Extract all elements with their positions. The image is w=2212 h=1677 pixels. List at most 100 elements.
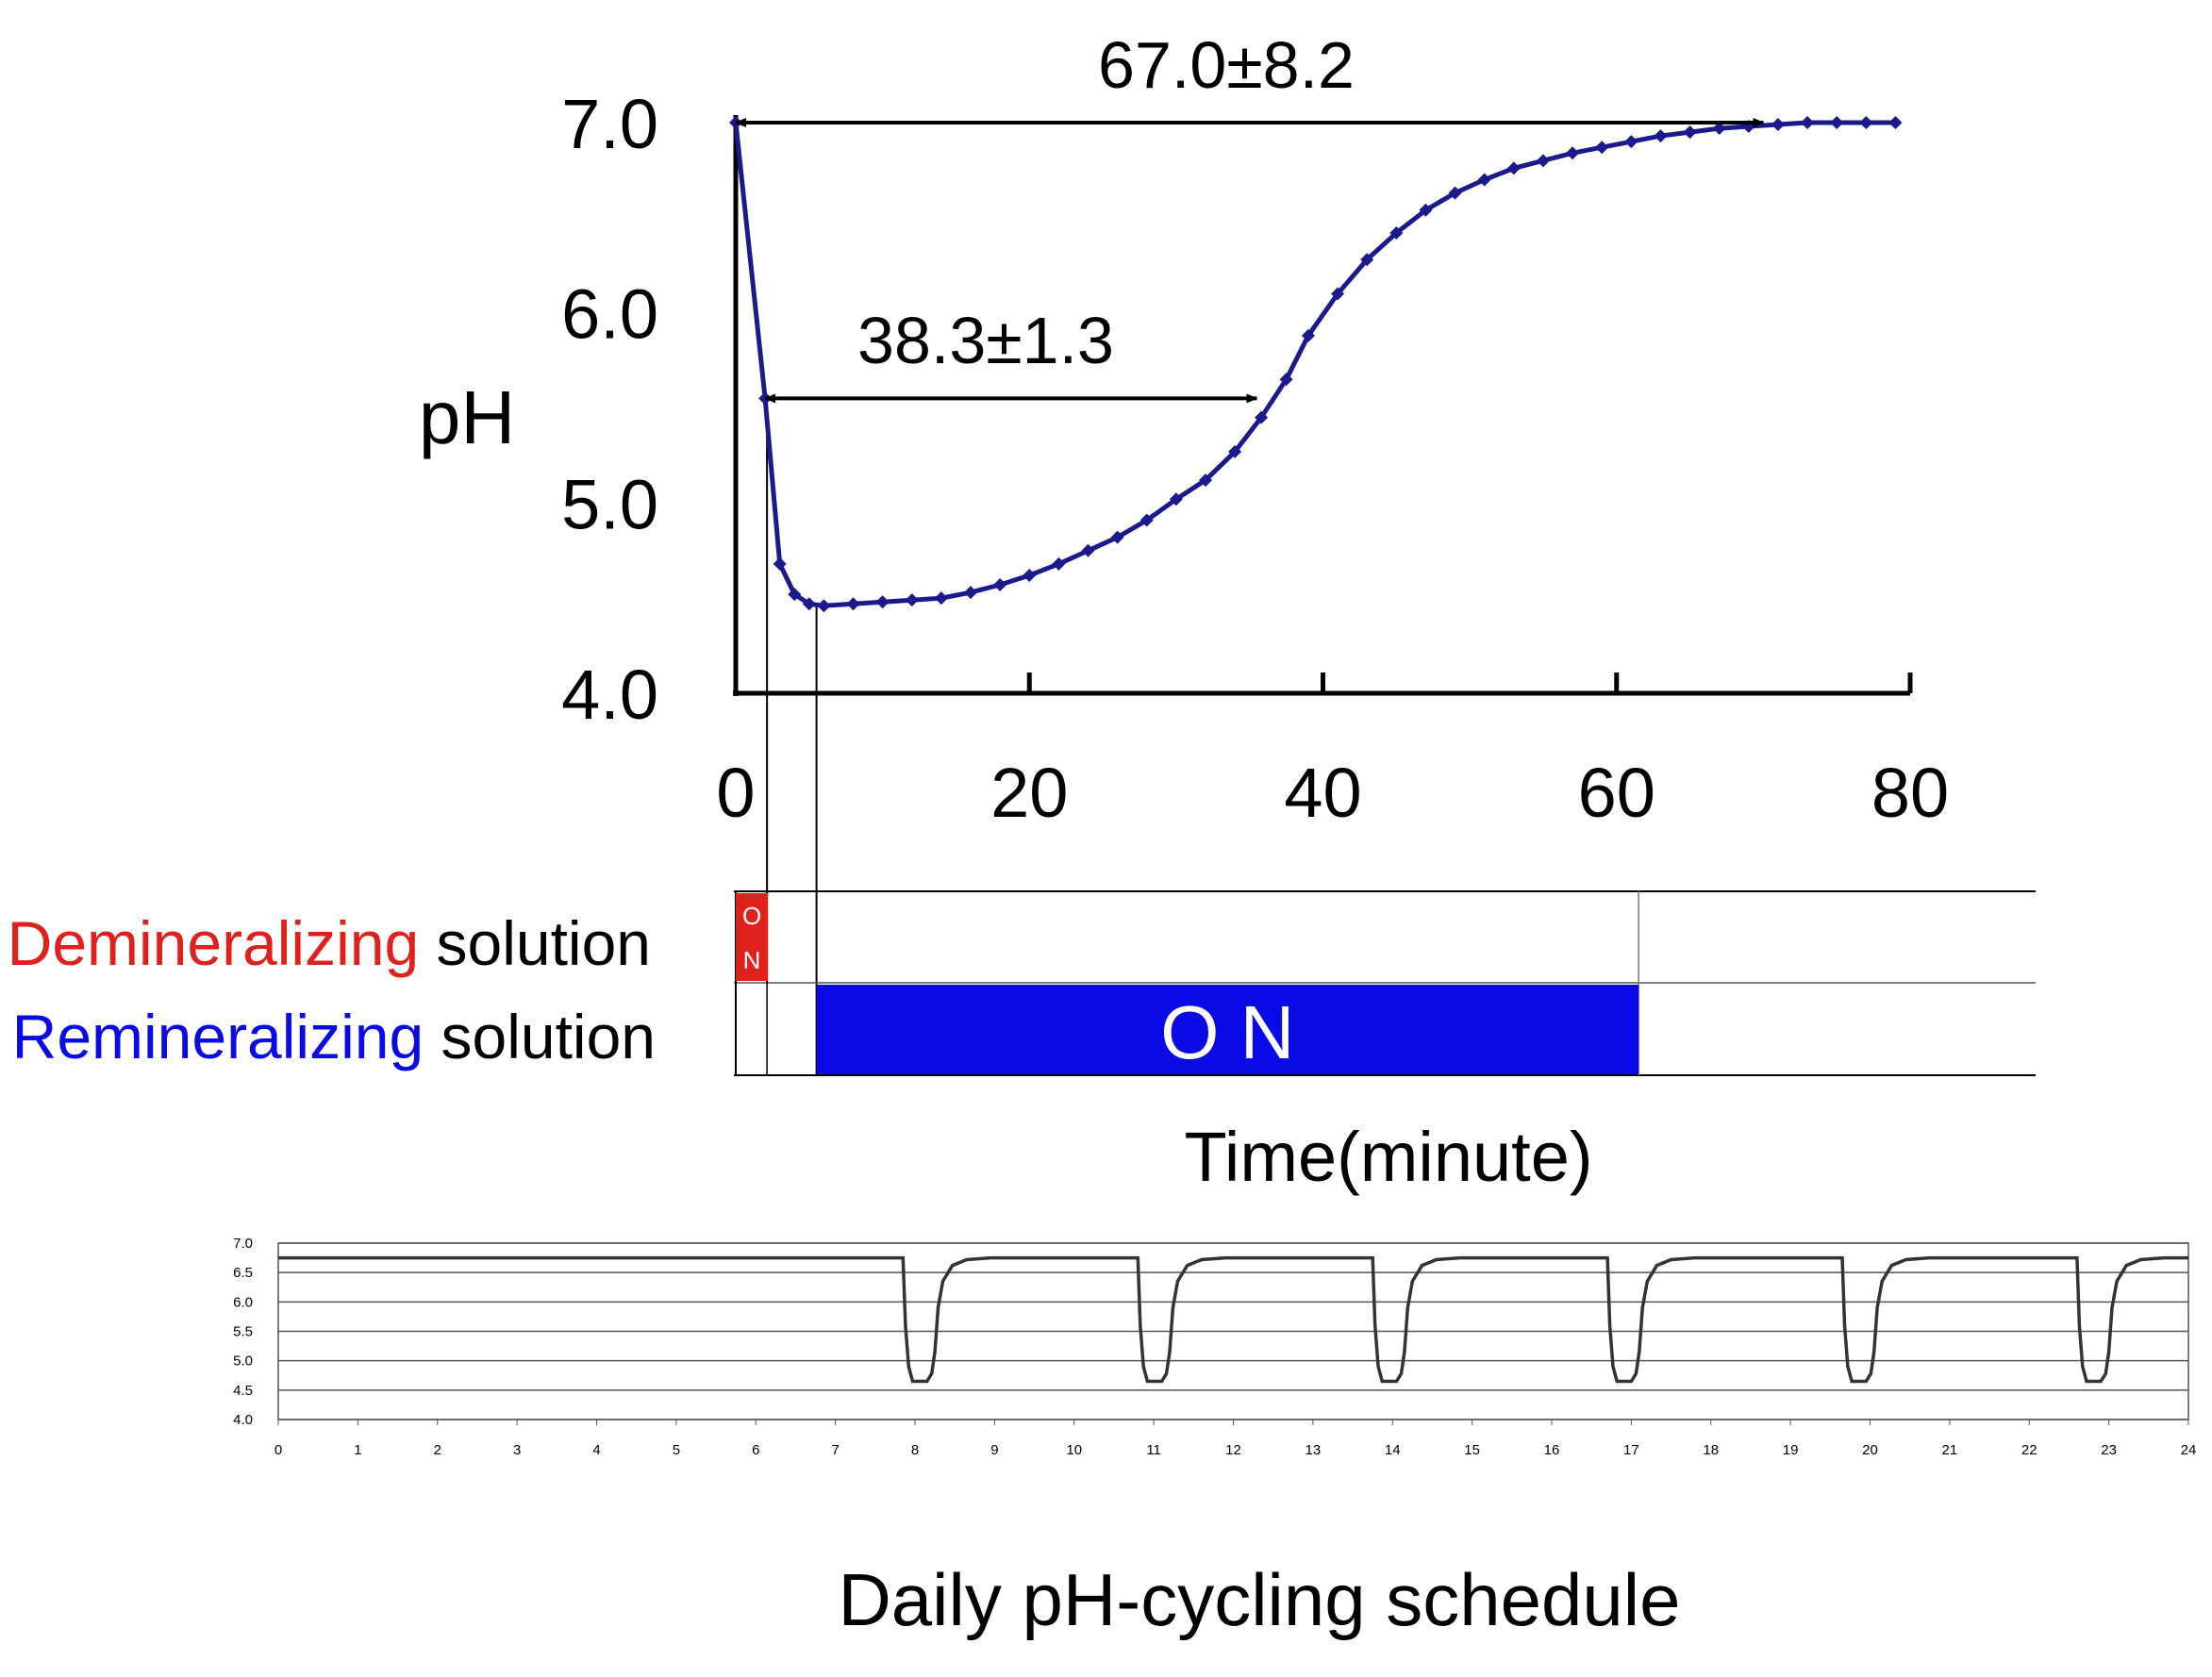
daily-x-tick-label: 0 — [274, 1442, 282, 1458]
data-point — [1624, 135, 1638, 149]
daily-x-tick-label: 23 — [2101, 1442, 2117, 1458]
y-axis-label: pH — [419, 375, 515, 459]
solution-word: solution — [424, 1002, 656, 1071]
data-point — [1052, 556, 1066, 571]
daily-x-tick-marks — [277, 1420, 2189, 1425]
daily-y-tick-label: 4.0 — [233, 1412, 253, 1428]
solution-schedule: Demineralizing solution Remineralizing s… — [8, 890, 2036, 1196]
x-tick-marks — [1026, 672, 1913, 693]
duration-arrow-67: 67.0±8.2 — [735, 28, 1765, 127]
daily-x-tick-label: 11 — [1146, 1442, 1161, 1458]
data-point — [934, 591, 948, 606]
data-point — [788, 588, 802, 602]
data-point — [1255, 410, 1269, 424]
daily-x-tick-label: 6 — [752, 1442, 759, 1458]
daily-x-tick-label: 1 — [354, 1442, 361, 1458]
x-tick-label: 80 — [1871, 754, 1949, 832]
annotation-67: 67.0±8.2 — [1098, 28, 1355, 102]
daily-x-tick-label: 21 — [1942, 1442, 1958, 1458]
data-point — [1419, 203, 1433, 217]
data-point — [1360, 253, 1374, 267]
x-axis-title: Time(minute) — [1184, 1118, 1592, 1196]
remineralizing-on-bar — [816, 985, 1639, 1074]
data-point — [1830, 116, 1844, 129]
daily-x-tick-label: 17 — [1623, 1442, 1639, 1458]
data-point — [1595, 141, 1609, 155]
data-point — [1023, 568, 1037, 582]
y-tick-label: 7.0 — [561, 85, 658, 163]
data-point — [993, 578, 1007, 592]
daily-x-tick-label: 9 — [990, 1442, 998, 1458]
daily-x-tick-label: 2 — [434, 1442, 441, 1458]
daily-x-tick-label: 13 — [1306, 1442, 1322, 1458]
y-tick-label: 6.0 — [561, 275, 658, 354]
daily-chart-title: Daily pH-cycling schedule — [838, 1558, 1680, 1641]
data-point — [1331, 287, 1345, 301]
daily-x-tick-label: 18 — [1703, 1442, 1719, 1458]
daily-x-tick-label: 10 — [1066, 1442, 1082, 1458]
solution-word: solution — [419, 908, 651, 978]
daily-y-tick-label: 4.5 — [233, 1383, 253, 1399]
duration-arrow-38: 38.3±1.3 — [764, 304, 1258, 404]
daily-y-tick-label: 7.0 — [233, 1236, 253, 1252]
demineralizing-on-bar — [736, 893, 769, 981]
daily-x-tick-label: 24 — [2181, 1442, 2197, 1458]
data-point — [875, 595, 890, 609]
daily-x-tick-label: 7 — [831, 1442, 839, 1458]
y-tick-label: 5.0 — [561, 465, 658, 543]
x-tick-labels: 0 20 40 60 80 — [716, 754, 1949, 832]
x-tick-label: 0 — [716, 754, 755, 832]
data-point — [1169, 492, 1183, 506]
data-point — [1301, 328, 1315, 342]
data-point — [846, 597, 860, 611]
daily-x-tick-labels: 0 1 2 3 4 5 6 7 8 9 10 11 12 13 14 15 16 17 18 19 20 21 22 23 24 — [274, 1442, 2197, 1458]
annotation-38: 38.3±1.3 — [857, 304, 1114, 377]
daily-x-tick-label: 16 — [1544, 1442, 1560, 1458]
daily-x-tick-label: 15 — [1464, 1442, 1480, 1458]
daily-x-tick-label: 19 — [1783, 1442, 1799, 1458]
data-point — [1279, 373, 1293, 387]
daily-x-tick-label: 22 — [2021, 1442, 2037, 1458]
data-point — [802, 597, 816, 611]
remin-on-label: O N — [1160, 990, 1294, 1074]
daily-y-tick-label: 5.0 — [233, 1353, 253, 1370]
data-point — [1139, 513, 1154, 527]
data-point — [1389, 225, 1404, 240]
daily-y-tick-labels: 7.0 6.5 6.0 5.5 5.0 4.5 4.0 — [233, 1236, 253, 1428]
daily-x-tick-label: 3 — [513, 1442, 521, 1458]
data-point — [1477, 173, 1491, 187]
demineralizing-word: Demineralizing — [8, 908, 420, 978]
daily-y-tick-label: 6.0 — [233, 1294, 253, 1310]
data-point — [1859, 116, 1873, 129]
daily-ph-chart: 7.06.56.05.55.04.54.0 0 1 2 3 4 5 6 7 8 9 10 11 12 13… — [233, 1236, 2196, 1641]
y-tick-label: 4.0 — [561, 656, 658, 734]
data-point — [1081, 543, 1095, 557]
daily-y-tick-label: 5.5 — [233, 1324, 253, 1340]
daily-ph-line — [278, 1255, 2188, 1384]
data-point — [1654, 129, 1668, 143]
data-point — [1228, 444, 1242, 458]
data-point — [1683, 125, 1697, 140]
x-tick-label: 60 — [1578, 754, 1655, 832]
daily-gridlines — [278, 1242, 2188, 1420]
daily-x-tick-label: 4 — [592, 1442, 600, 1458]
data-point — [817, 599, 831, 613]
row-label-demineralizing: Demineralizing solution — [8, 908, 651, 978]
ph-series-points — [729, 116, 1903, 613]
daily-x-tick-label: 8 — [911, 1442, 919, 1458]
data-point — [1801, 116, 1815, 129]
data-point — [1506, 161, 1521, 175]
data-point — [773, 556, 787, 571]
data-point — [1771, 118, 1785, 132]
remineralizing-word: Remineralizing — [12, 1002, 424, 1071]
data-point — [1566, 146, 1580, 160]
x-tick-label: 40 — [1284, 754, 1361, 832]
daily-x-tick-label: 12 — [1225, 1442, 1241, 1458]
demin-on-label-n: N — [743, 946, 761, 974]
data-point — [1110, 530, 1124, 544]
data-point — [1448, 186, 1462, 200]
demin-on-label-o: O — [742, 902, 761, 930]
daily-y-tick-label: 6.5 — [233, 1265, 253, 1281]
data-point — [1888, 116, 1903, 129]
